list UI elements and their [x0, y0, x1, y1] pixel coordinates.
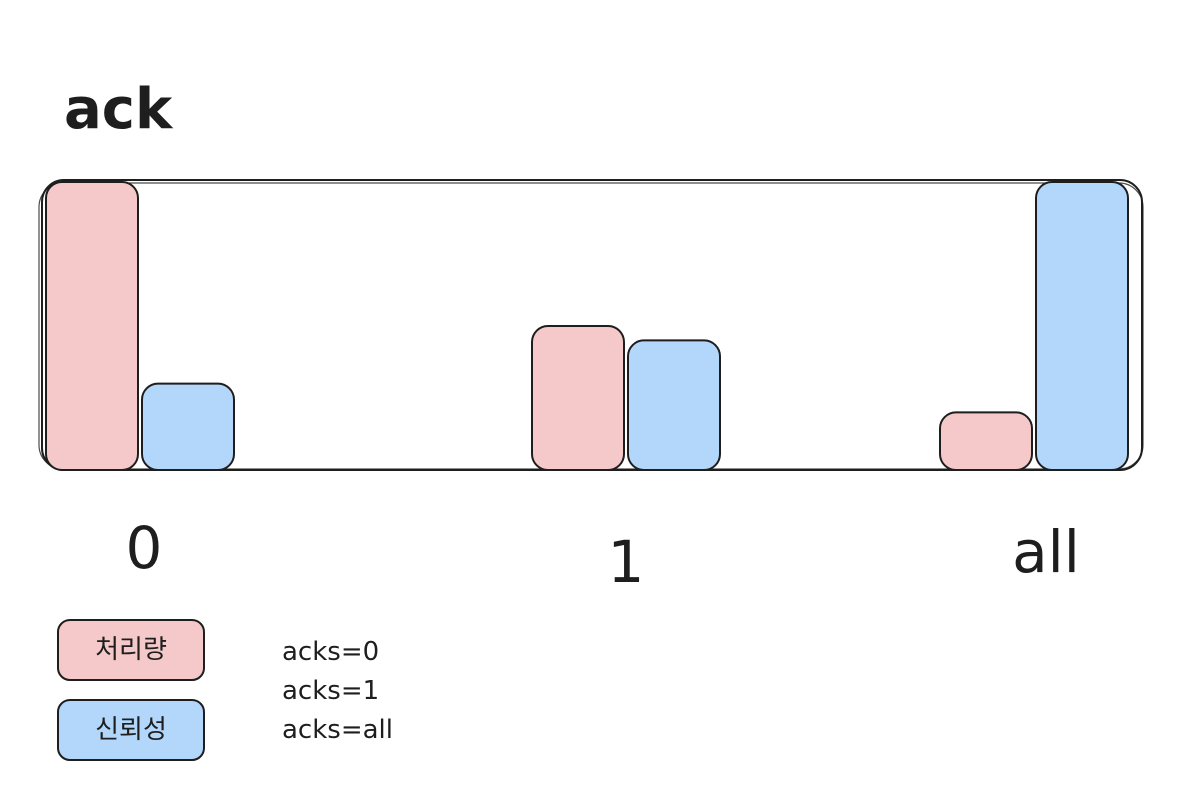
bar-throughput-0	[45, 181, 139, 471]
legend-swatch-reliability	[57, 699, 205, 761]
x-tick-label-1: 1	[608, 528, 645, 596]
note-acks-all: acks=all	[282, 715, 393, 745]
note-acks-1: acks=1	[282, 676, 379, 706]
note-acks-0: acks=0	[282, 637, 379, 667]
ack-notes: acks=0 acks=1 acks=all	[282, 637, 393, 745]
bar-reliability-1	[627, 339, 721, 471]
legend-label-reliability: 신뢰성	[95, 715, 167, 745]
chart-title: ack	[64, 77, 174, 142]
legend-swatch-throughput	[57, 619, 205, 681]
legend: 처리량 신뢰성	[57, 619, 205, 761]
bar-throughput-1	[531, 325, 625, 471]
bar-reliability-all	[1035, 181, 1129, 471]
x-tick-labels: 0 1 all	[126, 514, 1080, 596]
legend-label-throughput: 처리량	[95, 635, 167, 665]
bar-throughput-all	[939, 411, 1033, 471]
bar-group	[45, 181, 1129, 472]
x-tick-label-0: 0	[126, 514, 163, 582]
x-tick-label-all: all	[1012, 518, 1080, 586]
bar-reliability-0	[141, 382, 235, 472]
